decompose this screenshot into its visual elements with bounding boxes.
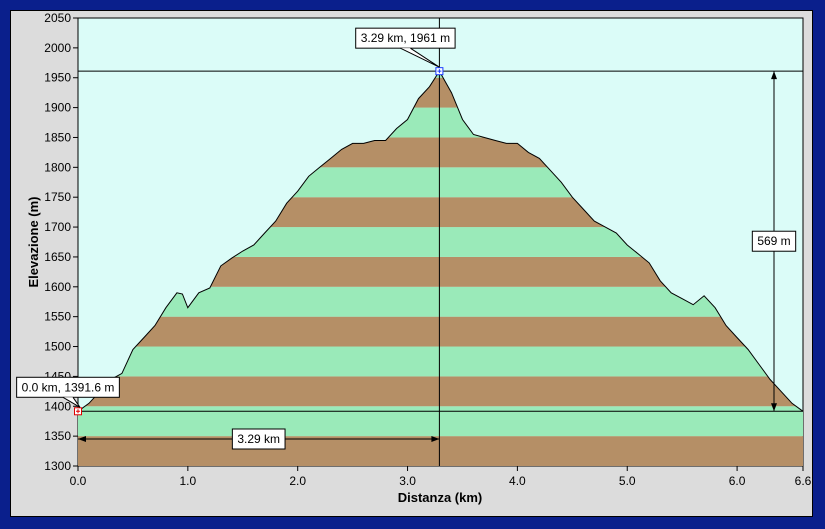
y-tick-label: 1400 bbox=[44, 399, 71, 413]
rise-arrow-top bbox=[771, 71, 777, 80]
x-tick-label: 5.0 bbox=[619, 474, 636, 488]
y-tick-label: 1350 bbox=[44, 429, 71, 443]
x-tick-label: 1.0 bbox=[180, 474, 197, 488]
distance-arrow-right bbox=[431, 436, 440, 442]
y-tick-label: 1550 bbox=[44, 310, 71, 324]
peak-callout: 3.29 km, 1961 m bbox=[361, 31, 450, 45]
start-marker-cross bbox=[76, 409, 80, 414]
y-tick-label: 1900 bbox=[44, 101, 71, 115]
rise-label: 569 m bbox=[757, 234, 790, 248]
y-tick-label: 1500 bbox=[44, 340, 71, 354]
x-tick-label: 3.0 bbox=[399, 474, 416, 488]
rise-arrow-bottom bbox=[771, 403, 777, 412]
distance-arrow-left bbox=[78, 436, 86, 442]
elevation-profile-line bbox=[77, 70, 804, 412]
y-tick-label: 1300 bbox=[44, 459, 71, 473]
y-tick-label: 1750 bbox=[44, 190, 71, 204]
y-tick-label: 1850 bbox=[44, 130, 71, 144]
y-tick-label: 1600 bbox=[44, 280, 71, 294]
peak-marker-cross bbox=[437, 69, 442, 74]
y-tick-label: 1800 bbox=[44, 160, 71, 174]
start-callout: 0.0 km, 1391.6 m bbox=[22, 380, 115, 394]
x-tick-label: 6.0 bbox=[729, 474, 746, 488]
x-axis-title: Distanza (km) bbox=[398, 490, 483, 505]
peak-callout-pointer bbox=[400, 47, 440, 68]
y-tick-label: 1700 bbox=[44, 220, 71, 234]
elevation-band bbox=[78, 316, 803, 347]
chart-window: 1300 1350 1400 1450 1500 1550 1600 1650 1700 1750… bbox=[10, 10, 813, 517]
x-tick-label: 4.0 bbox=[509, 474, 526, 488]
elevation-band bbox=[78, 406, 803, 437]
y-tick-label: 2000 bbox=[44, 41, 71, 55]
y-tick-label: 2050 bbox=[44, 11, 71, 25]
elevation-band bbox=[78, 346, 803, 377]
x-tick-label: 6.6 bbox=[795, 474, 812, 488]
y-axis-title: Elevazione (m) bbox=[26, 196, 41, 287]
x-tick-label: 0.0 bbox=[70, 474, 87, 488]
distance-label: 3.29 km bbox=[237, 432, 280, 446]
elevation-band bbox=[78, 436, 803, 466]
elevation-band bbox=[78, 376, 803, 407]
x-tick-label: 2.0 bbox=[289, 474, 306, 488]
elevation-profile-chart: 1300135014001450150015501600165017001750… bbox=[16, 11, 812, 505]
distance-label-box bbox=[231, 428, 286, 450]
y-tick-label: 1650 bbox=[44, 250, 71, 264]
rise-label-box bbox=[751, 230, 797, 252]
start-callout-pointer bbox=[62, 396, 81, 408]
y-tick-label: 1950 bbox=[44, 71, 71, 85]
